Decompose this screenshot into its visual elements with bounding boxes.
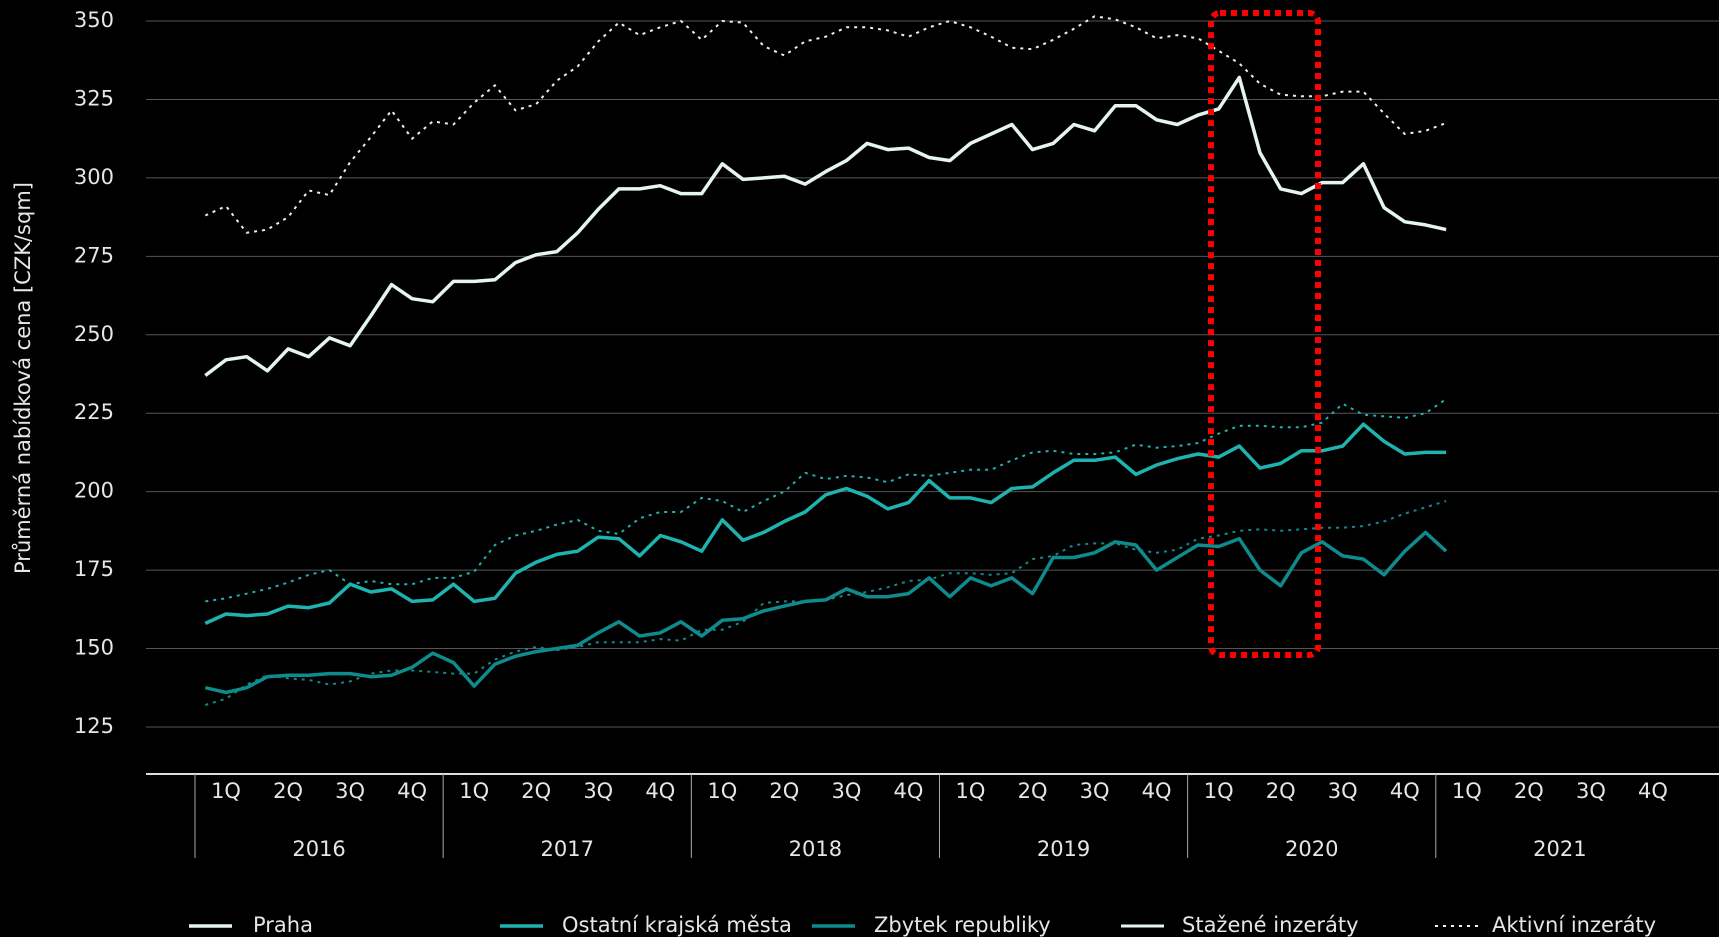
x-tick-label: 1Q [956,779,986,803]
x-tick-label: 4Q [397,779,427,803]
x-tick-label: 1Q [1452,779,1482,803]
year-label: 2018 [789,837,842,861]
x-tick-label: 4Q [645,779,675,803]
x-tick-label: 3Q [1328,779,1358,803]
y-tick-label: 175 [74,557,114,581]
x-tick-label: 2Q [273,779,303,803]
x-tick-label: 4Q [894,779,924,803]
x-tick-label: 1Q [707,779,737,803]
y-tick-label: 200 [74,479,114,503]
x-tick-label: 3Q [1080,779,1110,803]
legend-label: Stažené inzeráty [1182,913,1359,937]
y-tick-label: 250 [74,322,114,346]
legend-label: Praha [253,913,313,937]
legend-label: Zbytek republiky [874,913,1051,937]
series-line [204,75,1447,377]
x-tick-label: 4Q [1390,779,1420,803]
x-tick-label: 3Q [831,779,861,803]
legend-label: Ostatní krajská města [562,913,792,937]
x-tick-label: 3Q [583,779,613,803]
year-label: 2019 [1037,837,1090,861]
x-tick-label: 4Q [1638,779,1668,803]
x-tick-label: 3Q [335,779,365,803]
x-tick-label: 4Q [1142,779,1172,803]
year-label: 2016 [292,837,345,861]
x-tick-label: 3Q [1576,779,1606,803]
x-tick-label: 2Q [769,779,799,803]
y-axis-label: Průměrná nabídková cena [CZK/sqm] [11,182,35,574]
x-tick-label: 1Q [211,779,241,803]
x-tick-label: 1Q [1204,779,1234,803]
year-label: 2020 [1285,837,1338,861]
x-tick-label: 2Q [521,779,551,803]
legend-label: Aktivní inzeráty [1492,913,1656,937]
y-tick-label: 275 [74,243,114,267]
x-tick-label: 2Q [1514,779,1544,803]
y-tick-label: 150 [74,636,114,660]
series-line-active [204,15,1447,234]
year-label: 2017 [541,837,594,861]
x-tick-label: 2Q [1266,779,1296,803]
y-tick-label: 125 [74,714,114,738]
highlight-box [1208,10,1321,658]
year-label: 2021 [1533,837,1586,861]
x-tick-label: 2Q [1018,779,1048,803]
series-line [204,422,1447,625]
series-line [204,530,1448,695]
y-tick-label: 350 [74,8,114,32]
y-tick-label: 300 [74,165,114,189]
y-tick-label: 325 [74,86,114,110]
x-tick-label: 1Q [459,779,489,803]
y-tick-label: 225 [74,400,114,424]
